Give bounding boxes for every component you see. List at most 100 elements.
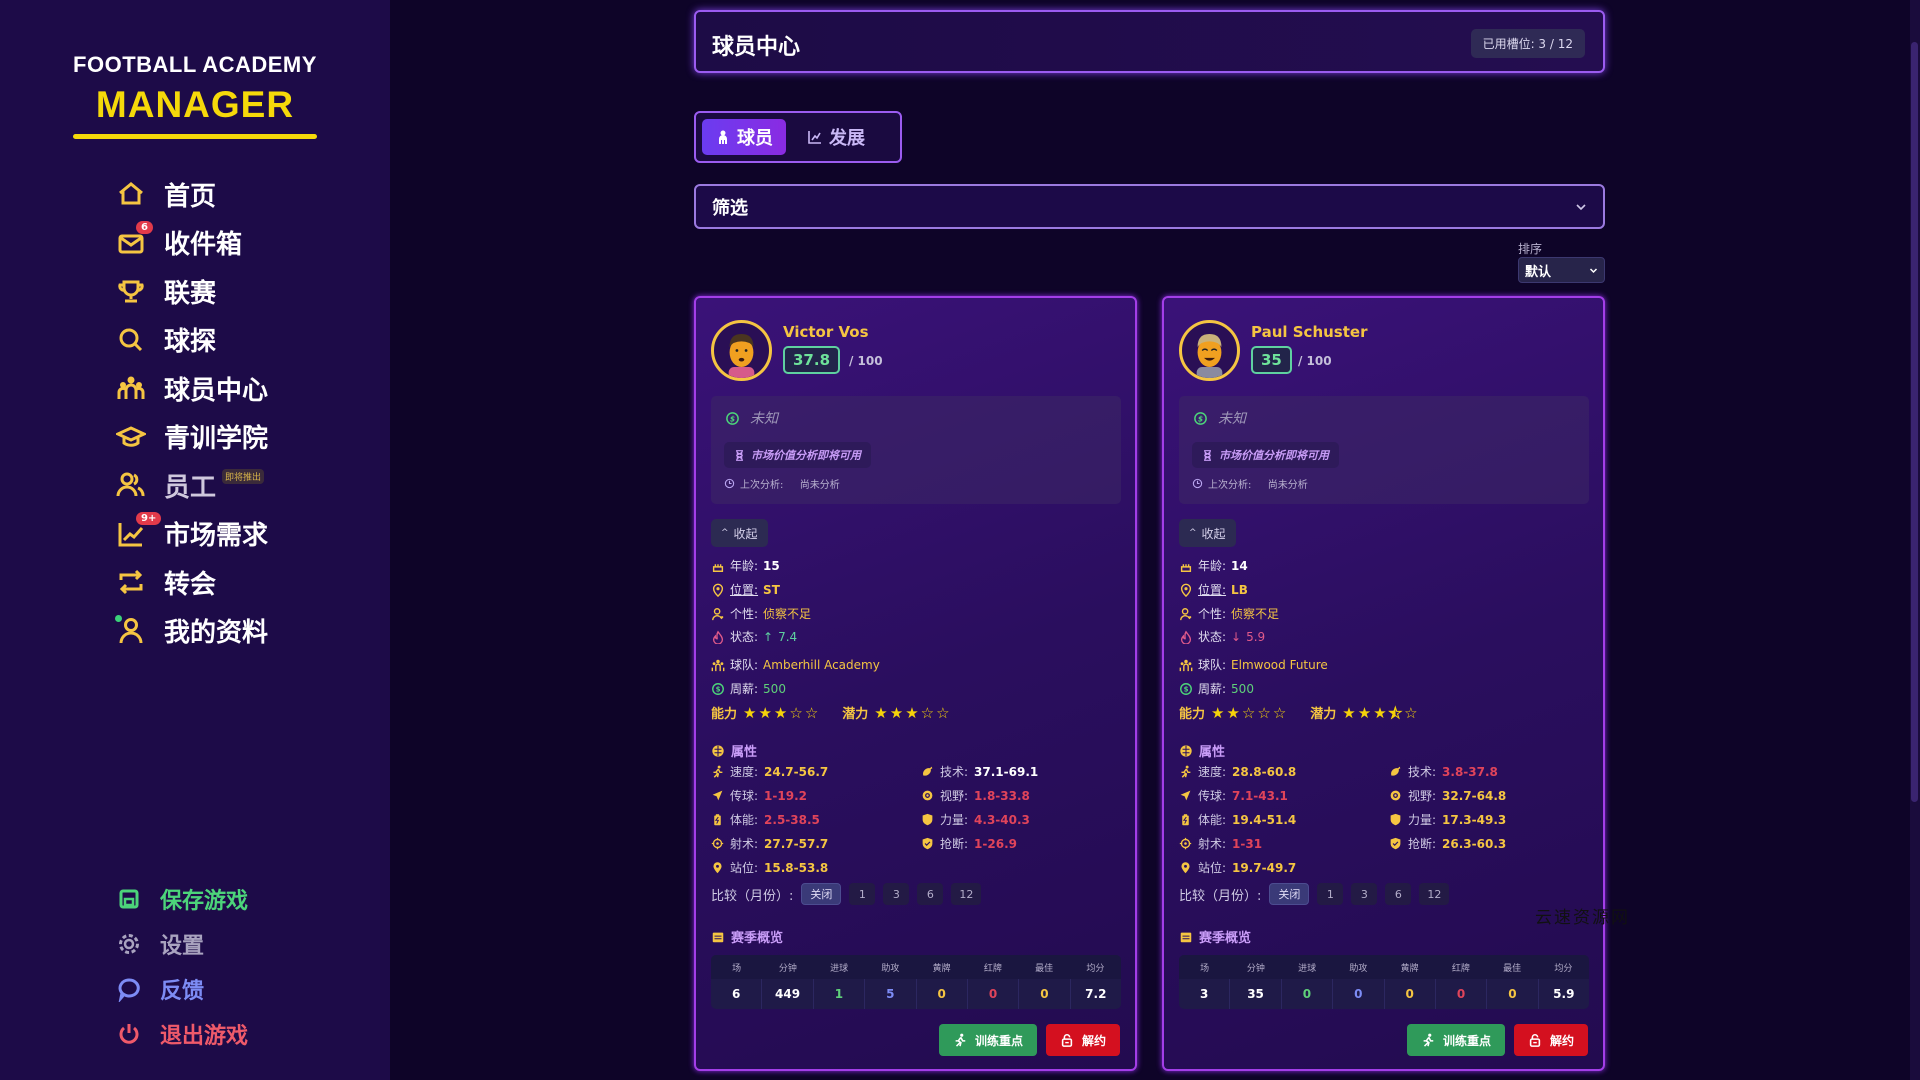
trophy-icon [116,276,146,306]
sidebar-item-academy[interactable]: 青训学院 [116,413,268,462]
eye-icon [922,790,933,801]
logo-underline [73,134,317,139]
position-label: 位置: [730,583,759,597]
star-empty-icon: ☆ [936,703,950,722]
season-header-cell: 最佳 [1503,963,1522,974]
attribute-value: 19.7-49.7 [1232,860,1297,875]
lock-open-icon [1061,1034,1073,1047]
sidebar-item-inbox[interactable]: 6 收件箱 [116,219,268,268]
training-focus-button[interactable]: 训练重点 [938,1024,1037,1056]
feedback-button[interactable]: 反馈 [116,966,248,1011]
attribute-value: 2.5-38.5 [764,812,820,827]
attribute-value: 1.8-33.8 [974,788,1030,803]
sidebar-item-scout[interactable]: 球探 [116,316,268,365]
page-header: 球员中心 已用槽位: 3 / 12 [694,10,1605,73]
attribute-row: 体能: 19.4-51.4 [1179,811,1296,828]
compare-option-button[interactable]: 6 [917,883,944,905]
sidebar-item-my-profile[interactable]: 我的资料 [115,607,268,656]
personality-row: 个性: 侦察不足 [711,605,811,622]
sidebar-item-transfer[interactable]: 转会 [116,558,268,607]
age-label: 年龄: [730,559,759,573]
dollar-icon: $ [726,411,739,425]
quit-game-label: 退出游戏 [160,1023,249,1049]
player-card: Paul Schuster 35 / 100 $ 未知 市场价值分析即将可用 上次… [1162,296,1605,1071]
filter-dropdown[interactable]: 筛选 [694,184,1605,229]
star-empty-icon: ☆ [1404,703,1418,722]
season-heading: 赛季概览 [1179,927,1251,946]
sidebar-item-market-demand[interactable]: 9+ 市场需求 [116,510,268,559]
attributes-title: 属性 [1199,745,1226,760]
sidebar-item-label: 员工 [164,472,217,503]
attribute-label: 射术: [730,837,759,851]
collapse-button[interactable]: ^ 收起 [1179,519,1236,547]
release-label: 解约 [1081,1033,1106,1048]
settings-button[interactable]: 设置 [116,921,248,966]
sidebar-nav: 首页 6 收件箱 联赛 球探 球员中心 青训学院 员工 即将推出 9+ 市场需求 [115,170,268,656]
sidebar-item-staff[interactable]: 员工 即将推出 [116,461,268,510]
pin-icon [1180,583,1192,597]
collapse-button[interactable]: ^ 收起 [711,519,768,547]
attribute-value: 7.1-43.1 [1232,788,1288,803]
status-value: 5.9 [1246,629,1266,644]
attribute-label: 视野: [1408,789,1437,803]
attribute-value: 1-19.2 [764,788,807,803]
compare-option-button[interactable]: 3 [883,883,910,905]
running-icon [1423,1033,1434,1047]
player-name[interactable]: Victor Vos [783,323,869,341]
team-value: Amberhill Academy [763,657,880,672]
svg-text:$: $ [1198,414,1203,423]
save-icon [116,886,142,912]
season-header-cell: 场 [1200,963,1210,974]
salary-row: $ 周薪: 500 [711,680,786,697]
shield-check-icon [922,837,933,850]
compare-option-button[interactable]: 1 [1317,883,1344,905]
save-game-button[interactable]: 保存游戏 [116,876,248,921]
attribute-row: 视野: 32.7-64.8 [1389,787,1506,804]
tab-players[interactable]: 球员 [702,119,786,155]
crosshair-icon [711,837,724,850]
training-focus-button[interactable]: 训练重点 [1406,1024,1505,1056]
sort-select[interactable]: 默认 [1518,257,1605,283]
attribute-value: 24.7-56.7 [764,764,829,779]
sidebar-item-league[interactable]: 联赛 [116,267,268,316]
compare-option-button[interactable]: 1 [849,883,876,905]
star-full-icon: ★ [1373,703,1387,722]
flame-icon [712,630,724,644]
avatar[interactable] [711,320,772,381]
compare-option-button[interactable]: 12 [951,883,982,905]
star-full-icon: ★ [874,703,888,722]
attribute-label: 站位: [730,861,759,875]
compare-option-button[interactable]: 3 [1351,883,1378,905]
sidebar-item-player-center[interactable]: 球员中心 [116,364,268,413]
season-value-cell: 5.9 [1553,987,1575,1001]
sidebar-item-label: 球员中心 [164,375,269,406]
sidebar-item-label: 联赛 [164,278,217,309]
attribute-label: 视野: [940,789,969,803]
sidebar-item-home[interactable]: 首页 [116,170,268,219]
compare-label: 比较（月份）: [1179,888,1262,904]
chevron-up-icon: ^ [721,528,729,538]
avatar[interactable] [1179,320,1240,381]
last-analysis-label: 上次分析: [740,480,784,491]
release-player-button[interactable]: 解约 [1513,1024,1588,1056]
attribute-label: 射术: [1198,837,1227,851]
attribute-row: 力量: 17.3-49.3 [1389,811,1506,828]
compare-option-button[interactable]: 关闭 [1269,883,1310,905]
svg-text:$: $ [730,414,735,423]
attribute-label: 力量: [1408,813,1437,827]
compare-option-button[interactable]: 6 [1385,883,1412,905]
compare-option-button[interactable]: 12 [1419,883,1450,905]
personality-label: 个性: [730,607,759,621]
hourglass-icon [736,449,743,461]
tab-development[interactable]: 发展 [794,119,878,155]
season-value-cell: 3 [1179,979,1231,1009]
team-row: 球队: Elmwood Future [1179,656,1328,673]
scrollbar-thumb[interactable] [1911,42,1918,802]
compare-option-button[interactable]: 关闭 [801,883,842,905]
player-name[interactable]: Paul Schuster [1251,323,1368,341]
quit-game-button[interactable]: 退出游戏 [116,1011,248,1056]
sidebar-item-label: 首页 [164,181,217,212]
release-player-button[interactable]: 解约 [1045,1024,1120,1056]
potential-stars: ★ ★ ★ ★ ☆ [1342,703,1418,722]
season-title: 赛季概览 [1199,931,1252,946]
